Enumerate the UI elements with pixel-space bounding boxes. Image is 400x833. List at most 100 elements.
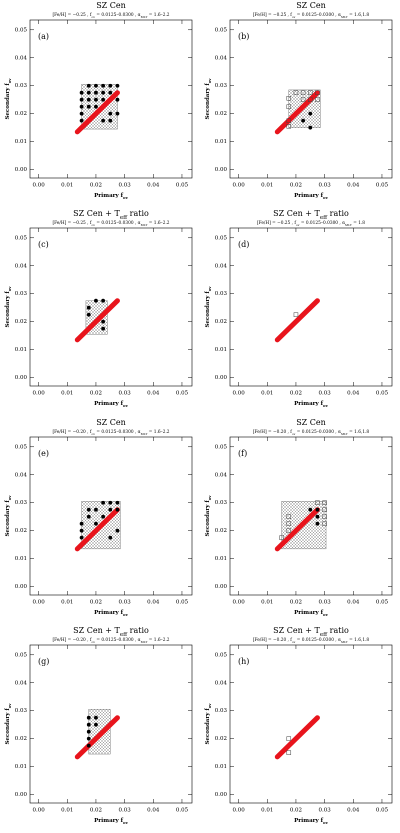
chart-title-part: SZ Cen bbox=[96, 418, 126, 427]
x-axis-label: Primary fov bbox=[94, 818, 128, 825]
chart-subtitle-part: ov bbox=[91, 223, 95, 227]
chart-subtitle-part: = 1.6–2.2 bbox=[147, 221, 169, 226]
data-point bbox=[86, 83, 91, 88]
data-point bbox=[286, 124, 292, 129]
chart-title-part: eff bbox=[320, 215, 328, 221]
y-tick-label: 0.04 bbox=[15, 680, 28, 686]
x-tick-label: 0.04 bbox=[347, 391, 360, 397]
x-axis-label-part: Primary f bbox=[294, 193, 324, 199]
y-tick-label: 0.04 bbox=[15, 472, 28, 478]
fit-line bbox=[274, 507, 320, 552]
chart-subtitle-part: [Fe/H] = −0.25 , f bbox=[52, 221, 91, 226]
chart-subtitle-part: = 0.0125–0.0300 , α bbox=[295, 638, 341, 643]
y-tick-label: 0.02 bbox=[215, 111, 227, 117]
panel-label: (f) bbox=[238, 449, 247, 458]
x-tick-label: 0.03 bbox=[318, 808, 331, 814]
chart-subtitle-part: MLT bbox=[341, 15, 348, 19]
data-point bbox=[322, 500, 327, 505]
data-point bbox=[86, 715, 91, 720]
y-tick-label: 0.03 bbox=[215, 83, 228, 89]
y-axis-label-part: ov bbox=[207, 286, 212, 292]
chart-subtitle-part: [Fe/H] = −0.25 , f bbox=[257, 221, 296, 226]
chart-title: SZ Cen bbox=[296, 1, 326, 10]
chart-subtitle-part: MLT bbox=[341, 640, 348, 644]
chart-subtitle-part: ov bbox=[91, 432, 95, 436]
x-tick-label: 0.03 bbox=[318, 391, 331, 397]
y-tick-label: 0.01 bbox=[215, 347, 227, 353]
data-point bbox=[108, 535, 113, 540]
x-tick-label: 0.01 bbox=[61, 183, 73, 189]
data-point bbox=[115, 97, 120, 102]
y-tick-label: 0.01 bbox=[15, 556, 27, 562]
x-tick-label: 0.04 bbox=[147, 808, 160, 814]
data-point bbox=[86, 736, 91, 741]
chart-subtitle-part: = 0.0125–0.0300 , α bbox=[95, 13, 141, 18]
chart-title: SZ Cen + Teff ratio bbox=[273, 209, 349, 221]
fit-line bbox=[74, 298, 120, 343]
x-tick-label: 0.03 bbox=[118, 808, 131, 814]
y-tick-label: 0.02 bbox=[215, 319, 227, 325]
data-point bbox=[286, 514, 292, 519]
data-point bbox=[308, 97, 313, 102]
data-point bbox=[108, 90, 113, 95]
data-point bbox=[301, 118, 306, 123]
chart-title-part: SZ Cen bbox=[296, 1, 326, 10]
y-axis-label: Secondary fov bbox=[205, 495, 212, 537]
x-tick-label: 0.01 bbox=[261, 808, 273, 814]
chart-subtitle-part: ov bbox=[292, 15, 296, 19]
y-axis-label-part: Secondary f bbox=[5, 83, 11, 120]
data-point bbox=[286, 736, 292, 741]
panel-label: (e) bbox=[38, 449, 49, 458]
data-point bbox=[108, 500, 113, 505]
y-tick-label: 0.01 bbox=[215, 764, 227, 770]
x-axis-label-part: ov bbox=[323, 820, 329, 825]
x-tick-label: 0.05 bbox=[176, 183, 189, 189]
x-tick-label: 0.04 bbox=[347, 600, 360, 606]
data-point bbox=[308, 507, 313, 512]
data-point bbox=[115, 528, 120, 533]
chart-title: SZ Cen + Teff ratio bbox=[273, 626, 349, 638]
data-point bbox=[86, 97, 91, 102]
chart-subtitle-part: = 0.0125–0.0300 , α bbox=[295, 430, 341, 435]
panel-label: (d) bbox=[238, 240, 249, 249]
panel-label: (b) bbox=[238, 32, 249, 41]
y-axis-label: Secondary fov bbox=[205, 78, 212, 120]
panel-label: (a) bbox=[38, 32, 49, 41]
y-tick-label: 0.03 bbox=[15, 708, 28, 714]
chart-subtitle-part: = 1.6,1.8 bbox=[348, 638, 370, 643]
data-point bbox=[79, 104, 84, 109]
chart-title-part: SZ Cen + T bbox=[73, 626, 120, 635]
chart-subtitle-part: MLT bbox=[141, 223, 148, 227]
chart-title-part: SZ Cen bbox=[96, 1, 126, 10]
x-tick-label: 0.02 bbox=[90, 808, 102, 814]
data-point bbox=[300, 90, 306, 95]
fit-line bbox=[74, 90, 120, 135]
data-point bbox=[79, 535, 84, 540]
x-tick-label: 0.03 bbox=[118, 183, 131, 189]
x-axis-label: Primary fov bbox=[294, 193, 328, 200]
x-tick-label: 0.00 bbox=[232, 808, 245, 814]
y-tick-label: 0.00 bbox=[15, 584, 28, 590]
y-tick-label: 0.00 bbox=[15, 167, 28, 173]
chart-title-part: eff bbox=[120, 632, 128, 638]
chart-subtitle-part: = 0.0125–0.0300 , α bbox=[95, 430, 141, 435]
data-point bbox=[315, 500, 320, 505]
x-tick-label: 0.04 bbox=[147, 391, 160, 397]
chart-title-part: ratio bbox=[327, 209, 349, 218]
y-axis-label-part: Secondary f bbox=[205, 708, 211, 745]
y-axis-label-part: ov bbox=[207, 703, 212, 709]
data-point bbox=[115, 507, 120, 512]
plot-frame bbox=[229, 436, 393, 596]
x-axis-label: Primary fov bbox=[94, 401, 128, 408]
x-tick-label: 0.05 bbox=[376, 183, 389, 189]
plot-frame bbox=[229, 644, 393, 804]
y-tick-label: 0.04 bbox=[15, 55, 28, 61]
y-tick-label: 0.04 bbox=[215, 55, 228, 61]
chart-subtitle-part: = 0.0125–0.0300 , α bbox=[295, 13, 341, 18]
y-axis-label: Secondary fov bbox=[5, 286, 12, 328]
x-tick-label: 0.03 bbox=[118, 600, 131, 606]
y-tick-label: 0.00 bbox=[15, 375, 28, 381]
chart-subtitle-part: [Fe/H] = −0.20 , f bbox=[253, 430, 292, 435]
chart-title-part: eff bbox=[320, 632, 328, 638]
chart-subtitle: [Fe/H] = −0.20 , fov = 0.0125–0.0300 , α… bbox=[253, 638, 370, 644]
